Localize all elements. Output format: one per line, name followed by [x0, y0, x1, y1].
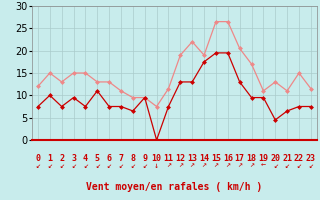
- Text: ↙: ↙: [130, 160, 135, 170]
- Text: ↙: ↙: [83, 160, 88, 170]
- Text: ↗: ↗: [249, 160, 254, 170]
- Text: ↗: ↗: [225, 160, 230, 170]
- X-axis label: Vent moyen/en rafales ( km/h ): Vent moyen/en rafales ( km/h ): [86, 182, 262, 192]
- Text: ↙: ↙: [308, 160, 313, 170]
- Text: ↗: ↗: [237, 160, 242, 170]
- Text: ↗: ↗: [202, 160, 207, 170]
- Text: ↙: ↙: [59, 160, 64, 170]
- Text: ↙: ↙: [297, 160, 301, 170]
- Text: ↙: ↙: [71, 160, 76, 170]
- Text: ↙: ↙: [95, 160, 100, 170]
- Text: ↙: ↙: [142, 160, 147, 170]
- Text: ↗: ↗: [213, 160, 219, 170]
- Text: ↙: ↙: [47, 160, 52, 170]
- Text: ↙: ↙: [118, 160, 124, 170]
- Text: ↗: ↗: [178, 160, 183, 170]
- Text: ↙: ↙: [36, 160, 40, 170]
- Text: ↙: ↙: [284, 160, 290, 170]
- Text: ↗: ↗: [190, 160, 195, 170]
- Text: ↙: ↙: [273, 160, 278, 170]
- Text: ←: ←: [261, 160, 266, 170]
- Text: ↙: ↙: [107, 160, 112, 170]
- Text: ↗: ↗: [166, 160, 171, 170]
- Text: ↓: ↓: [154, 160, 159, 170]
